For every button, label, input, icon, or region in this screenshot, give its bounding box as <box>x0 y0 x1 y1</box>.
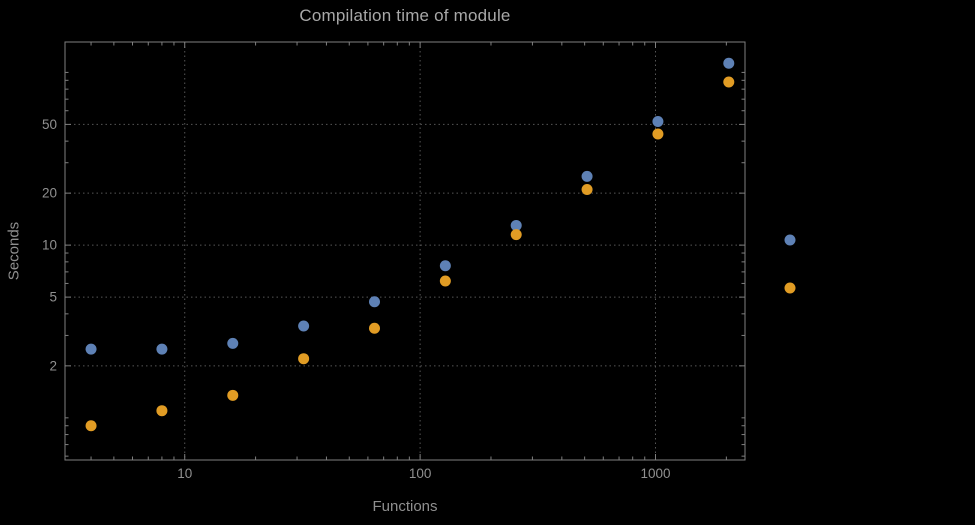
data-point-series-2 <box>227 389 239 401</box>
data-point-series-1 <box>85 343 97 355</box>
data-point-series-2 <box>652 128 664 140</box>
y-tick-label: 20 <box>42 186 57 201</box>
data-point-series-2 <box>298 353 310 365</box>
data-point-series-2 <box>156 405 168 417</box>
x-tick-label: 10 <box>177 466 192 481</box>
plot-frame <box>64 41 746 461</box>
data-point-series-1 <box>368 296 380 308</box>
data-point-series-1 <box>156 343 168 355</box>
x-axis-label: Functions <box>372 498 438 515</box>
data-point-series-2 <box>581 183 593 195</box>
data-point-series-2 <box>723 76 735 88</box>
data-point-series-2 <box>85 420 97 432</box>
data-point-series-2 <box>439 275 451 287</box>
data-point-series-1 <box>298 320 310 332</box>
data-point-series-1 <box>652 115 664 127</box>
data-point-series-1 <box>439 260 451 272</box>
x-tick-label: 1000 <box>640 466 670 481</box>
data-point-series-1 <box>723 57 735 69</box>
data-point-series-1 <box>581 170 593 182</box>
legend-marker-1 <box>784 234 796 246</box>
data-point-series-1 <box>510 219 522 231</box>
data-point-series-2 <box>368 322 380 334</box>
legend-marker-2 <box>784 282 796 294</box>
x-tick-label: 100 <box>409 466 432 481</box>
y-tick-label: 5 <box>49 290 57 305</box>
y-axis-label: Seconds <box>5 221 23 281</box>
y-tick-label: 10 <box>42 238 57 253</box>
y-tick-label: 50 <box>42 117 57 132</box>
data-point-series-2 <box>510 229 522 241</box>
data-point-series-1 <box>227 337 239 349</box>
y-tick-label: 2 <box>49 358 57 373</box>
chart-title: Compilation time of module <box>299 6 511 25</box>
